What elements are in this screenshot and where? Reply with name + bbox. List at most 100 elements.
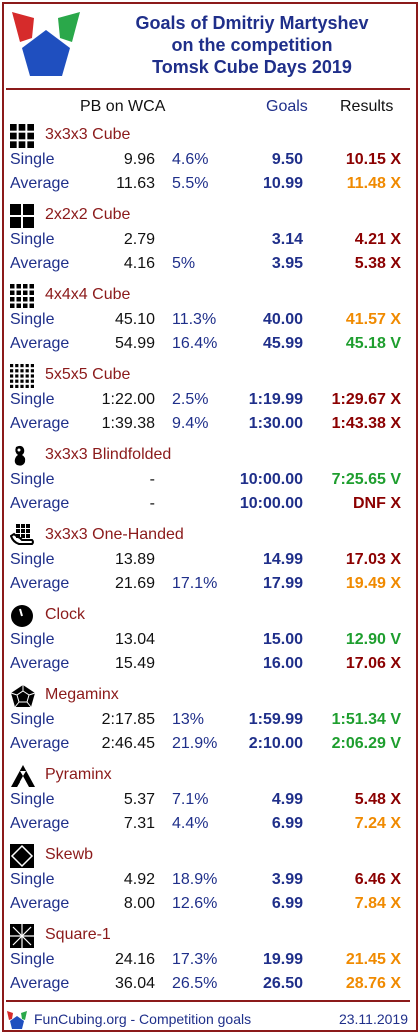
result-row: Average 4.16 5% 3.95 5.38 X bbox=[0, 252, 420, 276]
result-value: 7.24 X bbox=[354, 815, 401, 832]
result-value: 28.76 X bbox=[345, 975, 401, 992]
skewb-icon bbox=[10, 844, 38, 868]
cube-3x3-icon bbox=[10, 124, 38, 148]
pb-value: 4.92 bbox=[123, 871, 155, 888]
pb-value: 1:22.00 bbox=[101, 391, 155, 408]
pb-value: 8.00 bbox=[123, 895, 155, 912]
percent-value: 4.6% bbox=[172, 151, 209, 168]
result-value: 17.06 X bbox=[345, 655, 401, 672]
pb-value: 13.04 bbox=[114, 631, 155, 648]
pb-value: 1:39.38 bbox=[101, 415, 155, 432]
row-label: Single bbox=[10, 871, 55, 888]
row-label: Single bbox=[10, 791, 55, 808]
pb-value: 54.99 bbox=[114, 335, 155, 352]
goal-value: 9.50 bbox=[271, 151, 303, 168]
result-row: Average 54.99 16.4% 45.99 45.18 V bbox=[0, 332, 420, 356]
pb-value: 5.37 bbox=[123, 791, 155, 808]
footer: FunCubing.org - Competition goals 23.11.… bbox=[6, 1008, 412, 1030]
goal-value: 6.99 bbox=[271, 815, 303, 832]
row-label: Single bbox=[10, 391, 55, 408]
row-label: Average bbox=[10, 895, 70, 912]
result-row: Average 8.00 12.6% 6.99 7.84 X bbox=[0, 892, 420, 916]
col-header-results: Results bbox=[340, 98, 394, 115]
percent-value: 26.5% bbox=[172, 975, 218, 992]
percent-value: 13% bbox=[172, 711, 205, 728]
goal-value: 45.99 bbox=[262, 335, 303, 352]
pb-value: 21.69 bbox=[114, 575, 155, 592]
title-line-1: Goals of Dmitriy Martyshev bbox=[135, 13, 369, 33]
event-name: Square-1 bbox=[45, 926, 111, 943]
event-name: Megaminx bbox=[45, 686, 119, 703]
goal-value: 14.99 bbox=[262, 551, 303, 568]
goal-value: 3.14 bbox=[271, 231, 303, 248]
goal-value: 16.00 bbox=[262, 655, 303, 672]
event-name: 2x2x2 Cube bbox=[45, 206, 131, 223]
goal-value: 3.95 bbox=[271, 255, 303, 272]
result-row: Single 2:17.85 13% 1:59.99 1:51.34 V bbox=[0, 708, 420, 732]
pb-value: 9.96 bbox=[123, 151, 155, 168]
result-value: 6.46 X bbox=[354, 871, 401, 888]
result-row: Single 13.04 15.00 12.90 V bbox=[0, 628, 420, 652]
row-label: Average bbox=[10, 415, 70, 432]
event-name: 3x3x3 Blindfolded bbox=[45, 446, 172, 463]
result-value: 5.48 X bbox=[354, 791, 401, 808]
percent-value: 12.6% bbox=[172, 895, 218, 912]
pb-value: 13.89 bbox=[114, 551, 155, 568]
result-value: 1:29.67 X bbox=[331, 391, 401, 408]
row-label: Single bbox=[10, 711, 55, 728]
row-label: Single bbox=[10, 551, 55, 568]
goal-value: 1:30.00 bbox=[248, 415, 303, 432]
pb-value: 4.16 bbox=[123, 255, 155, 272]
result-value: 12.90 V bbox=[345, 631, 401, 648]
row-label: Average bbox=[10, 175, 70, 192]
event-name: Pyraminx bbox=[45, 766, 112, 783]
result-row: Single 4.92 18.9% 3.99 6.46 X bbox=[0, 868, 420, 892]
row-label: Single bbox=[10, 151, 55, 168]
row-label: Single bbox=[10, 231, 55, 248]
result-value: 5.38 X bbox=[354, 255, 401, 272]
event-name: 4x4x4 Cube bbox=[45, 286, 131, 303]
result-row: Average 2:46.45 21.9% 2:10.00 2:06.29 V bbox=[0, 732, 420, 756]
cube-4x4-icon bbox=[10, 284, 38, 308]
result-row: Single 45.10 11.3% 40.00 41.57 X bbox=[0, 308, 420, 332]
title-line-2: on the competition bbox=[171, 35, 333, 55]
result-value: 1:43.38 X bbox=[331, 415, 401, 432]
pyraminx-icon bbox=[10, 764, 38, 788]
percent-value: 18.9% bbox=[172, 871, 218, 888]
event-name: 3x3x3 Cube bbox=[45, 126, 131, 143]
result-row: Single 2.79 3.14 4.21 X bbox=[0, 228, 420, 252]
page-title: Goals of Dmitriy Martyshev on the compet… bbox=[94, 12, 410, 78]
result-value: 10.15 X bbox=[345, 151, 401, 168]
row-label: Average bbox=[10, 495, 70, 512]
result-value: 1:51.34 V bbox=[331, 711, 401, 728]
row-label: Average bbox=[10, 575, 70, 592]
pb-value: 36.04 bbox=[114, 975, 155, 992]
pb-value: 45.10 bbox=[114, 311, 155, 328]
row-label: Average bbox=[10, 735, 70, 752]
goal-value: 4.99 bbox=[271, 791, 303, 808]
header-divider bbox=[6, 88, 410, 90]
row-label: Single bbox=[10, 631, 55, 648]
result-value: 21.45 X bbox=[345, 951, 401, 968]
one-hand-icon bbox=[9, 524, 38, 548]
result-row: Single 5.37 7.1% 4.99 5.48 X bbox=[0, 788, 420, 812]
pb-value: 15.49 bbox=[114, 655, 155, 672]
event-name: 3x3x3 One-Handed bbox=[45, 526, 184, 543]
goal-value: 19.99 bbox=[262, 951, 303, 968]
pb-value: 2.79 bbox=[123, 231, 155, 248]
percent-value: 17.1% bbox=[172, 575, 218, 592]
row-label: Single bbox=[10, 471, 55, 488]
goal-value: 26.50 bbox=[262, 975, 303, 992]
title-line-3: Tomsk Cube Days 2019 bbox=[152, 57, 352, 77]
goal-value: 2:10.00 bbox=[248, 735, 303, 752]
cube-2x2-icon bbox=[10, 204, 38, 228]
funcubing-logo-icon bbox=[12, 12, 80, 76]
percent-value: 16.4% bbox=[172, 335, 218, 352]
percent-value: 7.1% bbox=[172, 791, 209, 808]
result-value: 11.48 X bbox=[346, 175, 401, 192]
percent-value: 5.5% bbox=[172, 175, 209, 192]
result-value: 2:06.29 V bbox=[331, 735, 401, 752]
result-value: 41.57 X bbox=[345, 311, 401, 328]
pb-value: 7.31 bbox=[123, 815, 155, 832]
